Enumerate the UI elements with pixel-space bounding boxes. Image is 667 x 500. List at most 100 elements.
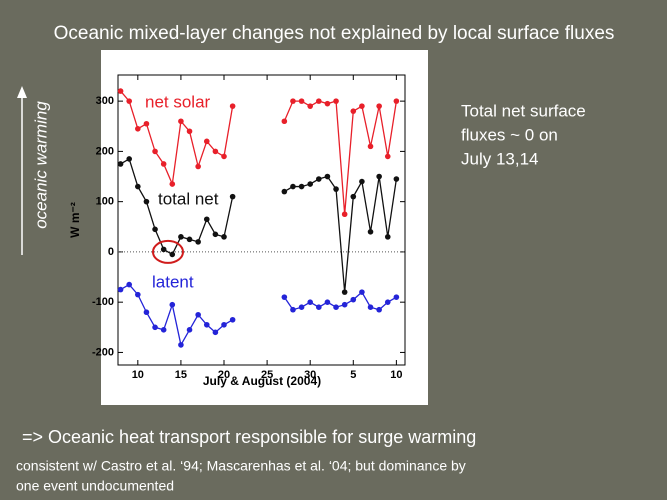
point <box>341 211 348 218</box>
point <box>341 301 348 308</box>
point <box>135 291 141 298</box>
point <box>229 103 236 109</box>
point <box>152 148 158 155</box>
point <box>178 118 184 125</box>
point <box>281 188 288 195</box>
x-tick-label: 5 <box>350 369 356 381</box>
point <box>117 286 124 293</box>
point <box>359 178 365 185</box>
point <box>290 183 296 190</box>
point <box>212 148 219 155</box>
x-tick-label: 10 <box>132 369 144 381</box>
point <box>324 173 331 180</box>
point <box>307 299 313 305</box>
point <box>333 98 339 104</box>
point <box>384 153 391 160</box>
footnote: one event undocumented <box>16 478 174 494</box>
point <box>384 299 391 305</box>
point <box>393 98 400 104</box>
point <box>160 246 167 253</box>
point <box>290 306 296 313</box>
footnote: consistent w/ Castro et al. ‘94; Mascare… <box>16 458 466 474</box>
point <box>316 304 322 311</box>
y-tick-label: 100 <box>96 196 114 208</box>
point <box>117 161 124 167</box>
point <box>143 120 150 127</box>
x-tick-label: 10 <box>390 369 402 381</box>
point <box>203 216 210 223</box>
point <box>152 226 158 233</box>
plot-frame <box>117 74 406 366</box>
point <box>307 103 313 109</box>
y-tick-label: -100 <box>92 296 114 308</box>
point <box>221 321 227 328</box>
point <box>143 198 150 205</box>
point <box>298 304 305 311</box>
conclusion: => Oceanic heat transport responsible fo… <box>22 427 476 447</box>
point <box>341 289 348 295</box>
point <box>152 324 158 331</box>
point <box>367 229 374 235</box>
point <box>316 98 322 104</box>
series-line <box>120 157 234 256</box>
point <box>178 234 184 240</box>
point <box>186 236 193 243</box>
point <box>169 181 176 187</box>
x-tick-label: 15 <box>175 369 187 381</box>
point <box>376 103 382 109</box>
point <box>290 98 296 104</box>
point <box>178 342 184 348</box>
slide-title: Oceanic mixed-layer changes not explaine… <box>54 23 615 44</box>
point <box>212 329 219 336</box>
y-tick-label: -200 <box>92 346 114 358</box>
point <box>350 296 357 303</box>
point <box>281 118 288 125</box>
point <box>186 128 193 135</box>
warming-arrowhead <box>17 86 27 98</box>
x-tick-label: 30 <box>304 369 316 381</box>
point <box>203 138 210 145</box>
series-label: total net <box>158 189 219 208</box>
point <box>135 183 141 190</box>
point <box>316 176 322 182</box>
point <box>221 153 227 160</box>
point <box>160 161 167 167</box>
point <box>126 156 133 162</box>
series-label: latent <box>152 272 194 291</box>
point <box>298 98 305 104</box>
point <box>393 294 400 300</box>
highlight-circle <box>151 239 184 264</box>
point <box>135 125 141 132</box>
arrow-label: oceanic warming <box>31 101 50 229</box>
point <box>195 239 201 245</box>
side-note: fluxes ~ 0 on <box>461 125 558 144</box>
point <box>298 183 305 190</box>
point <box>195 163 201 170</box>
point <box>169 251 176 258</box>
point <box>281 294 288 300</box>
point <box>143 309 150 316</box>
point <box>359 103 365 109</box>
side-note: July 13,14 <box>461 149 539 168</box>
x-tick-label: 20 <box>218 369 230 381</box>
point <box>359 289 365 295</box>
point <box>203 321 210 328</box>
point <box>307 181 313 187</box>
point <box>384 234 391 240</box>
point <box>324 100 331 107</box>
point <box>393 176 400 182</box>
point <box>367 304 374 311</box>
point <box>350 108 357 114</box>
y-tick-label: 200 <box>96 145 114 157</box>
point <box>186 327 193 333</box>
point <box>333 186 339 192</box>
point <box>195 311 201 318</box>
point <box>126 98 133 104</box>
point <box>229 316 236 323</box>
y-axis-label: W m⁻² <box>68 202 82 238</box>
point <box>169 301 176 308</box>
point <box>221 234 227 240</box>
point <box>117 88 124 94</box>
point <box>376 173 382 180</box>
